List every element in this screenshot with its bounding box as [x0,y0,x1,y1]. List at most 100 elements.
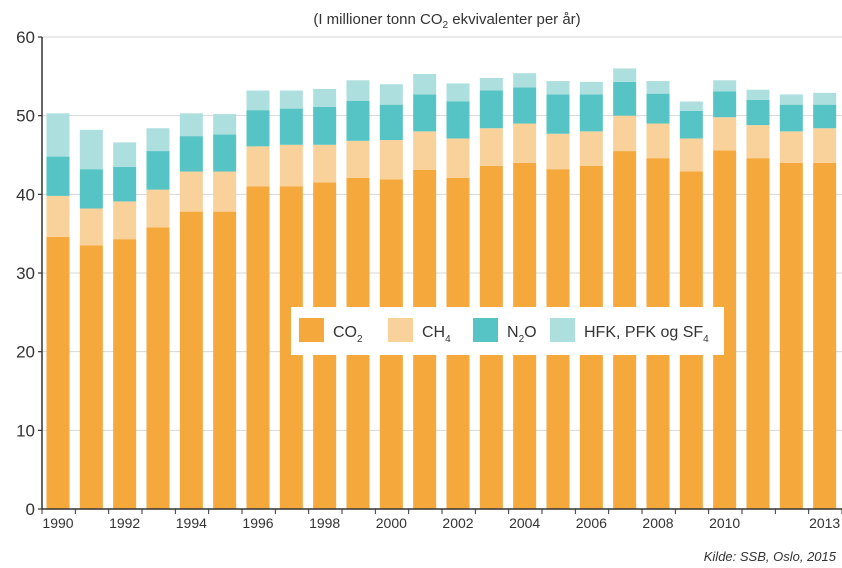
bar-2010-series-0 [713,150,737,509]
bar-2000-series-2 [379,104,403,141]
bar-2010-series-1 [713,117,737,151]
x-tick-label-1996: 1996 [242,515,273,531]
grid-layer [42,36,842,431]
chart-source: Kilde: SSB, Oslo, 2015 [704,549,837,564]
bar-2005-series-2 [546,94,570,134]
bar-group-2008 [646,81,670,509]
legend-label-3: HFK, PFK og SF4 [584,324,709,345]
bar-2007-series-3 [613,68,637,82]
bar-group-1990 [46,113,70,509]
bar-group-1995 [213,114,237,509]
bar-2012-series-2 [779,104,803,132]
bar-2006-series-3 [579,81,603,95]
bar-group-2002 [446,83,470,509]
bar-2009-series-2 [679,110,703,139]
bar-2002-series-2 [446,101,470,139]
bar-2003-series-1 [479,128,503,167]
legend-swatch-1 [388,318,413,342]
bar-group-2001 [413,73,437,509]
bar-1999-series-3 [346,80,370,101]
bar-1995-series-2 [213,134,237,172]
bar-group-1997 [279,90,303,509]
bar-1993-series-3 [146,128,170,152]
x-tick-label-1998: 1998 [309,515,340,531]
x-tick-label-1992: 1992 [109,515,140,531]
bar-2004-series-2 [513,87,537,124]
bar-1997-series-3 [279,90,303,109]
x-tick-label-2013: 2013 [809,515,840,531]
bar-2013-series-2 [813,104,837,129]
bar-group-1996 [246,90,270,509]
bar-1998-series-2 [313,107,337,145]
y-tick-label-50: 50 [16,107,35,126]
chart-subtitle: (I millioner tonn CO2 ekvivalenter per å… [313,11,580,31]
bar-group-2003 [479,77,503,509]
legend-swatch-3 [550,318,575,342]
bar-1993-series-1 [146,189,170,228]
bar-2002-series-1 [446,138,470,178]
legend-background [291,307,724,355]
x-tick-label-2002: 2002 [442,515,473,531]
bar-2010-series-2 [713,91,737,118]
bar-2010-series-3 [713,80,737,92]
bar-1998-series-3 [313,88,337,108]
bar-2005-series-3 [546,81,570,95]
bar-1999-series-1 [346,140,370,178]
bar-1996-series-2 [246,110,270,147]
bar-group-2000 [379,84,403,509]
bar-group-1994 [179,113,203,509]
y-tick-label-10: 10 [16,421,35,440]
x-tick-label-2004: 2004 [509,515,540,531]
bar-1991-series-0 [79,245,103,509]
bar-1992-series-1 [113,201,137,240]
bar-1992-series-2 [113,166,137,202]
legend: CO2 CH4 N2O HFK, PFK og SF4 [291,307,724,355]
bar-2006-series-2 [579,94,603,132]
bar-1991-series-2 [79,169,103,209]
bar-2007-series-2 [613,81,637,116]
bar-1995-series-3 [213,114,237,135]
y-tick-label-30: 30 [16,264,35,283]
x-tick-label-1994: 1994 [176,515,207,531]
bar-group-1993 [146,128,170,509]
y-tick-label-40: 40 [16,185,35,204]
bar-2004-series-1 [513,123,537,163]
bar-1995-series-1 [213,171,237,212]
bar-2002-series-3 [446,83,470,102]
bar-group-2010 [713,80,737,509]
bar-group-2013 [813,92,837,509]
bar-group-2005 [546,81,570,509]
bar-1997-series-1 [279,144,303,187]
bar-2012-series-3 [779,94,803,105]
bar-1998-series-1 [313,144,337,183]
bar-1996-series-0 [246,186,270,509]
y-tick-label-60: 60 [16,28,35,47]
bar-2008-series-3 [646,81,670,94]
bar-2011-series-0 [746,158,770,509]
bar-2001-series-2 [413,94,437,132]
bar-1990-series-1 [46,195,70,237]
bar-2011-series-1 [746,125,770,159]
bar-1996-series-3 [246,90,270,111]
legend-swatch-0 [299,318,324,342]
bar-1995-series-0 [213,211,237,509]
bar-group-1991 [79,129,103,509]
legend-label-1: CH4 [422,324,451,345]
bar-1992-series-0 [113,239,137,510]
y-tick-label-0: 0 [26,500,35,519]
bar-2008-series-2 [646,93,670,124]
x-tick-label-1990: 1990 [42,515,73,531]
bar-2012-series-0 [779,162,803,509]
bar-2001-series-1 [413,131,437,170]
bar-2013-series-1 [813,128,837,163]
bar-2007-series-1 [613,115,637,152]
bar-2008-series-1 [646,123,670,159]
y-tick-label-20: 20 [16,343,35,362]
axes-layer [38,36,842,514]
bar-1994-series-3 [179,113,203,137]
bar-2011-series-2 [746,99,770,126]
bar-2003-series-2 [479,90,503,129]
bar-group-2006 [579,81,603,509]
